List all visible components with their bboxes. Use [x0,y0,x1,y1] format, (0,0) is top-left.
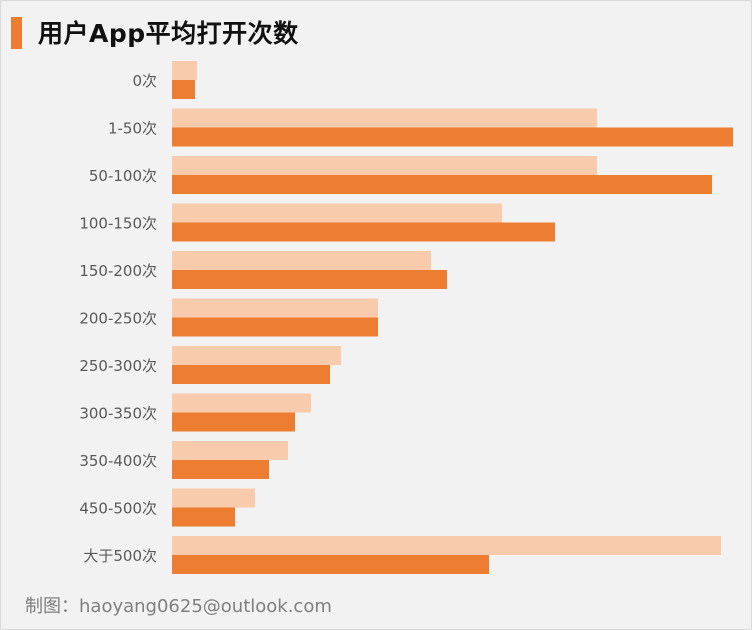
bar-light-3 [172,203,502,223]
credit-text: 制图：haoyang0625@outlook.com [25,596,332,617]
category-label: 450-500次 [79,500,157,518]
bar-dark-7 [172,412,295,432]
bar-dark-2 [172,175,712,194]
bar-dark-0 [172,80,195,99]
bar-light-6 [172,346,341,365]
bar-dark-6 [172,365,330,384]
category-label: 150-200次 [79,262,157,280]
bar-light-4 [172,251,431,270]
bar-dark-4 [172,270,447,289]
category-label: 350-400次 [79,452,157,470]
bar-light-5 [172,298,378,318]
bar-dark-10 [172,555,489,574]
bar-dark-1 [172,127,733,147]
bar-dark-9 [172,507,235,527]
category-label: 250-300次 [79,357,157,375]
category-label: 300-350次 [79,405,157,423]
bar-light-0 [172,61,197,80]
bar-light-2 [172,156,597,175]
bar-light-10 [172,536,721,555]
category-label: 200-250次 [79,310,157,328]
chart-title: 用户App平均打开次数 [38,19,299,48]
category-label: 大于500次 [83,547,157,565]
bar-dark-5 [172,317,378,337]
bar-light-7 [172,393,311,413]
bar-light-8 [172,441,288,460]
bar-dark-3 [172,222,555,242]
category-label: 100-150次 [79,215,157,233]
category-label: 1-50次 [108,120,157,138]
bar-light-1 [172,108,597,128]
bar-dark-8 [172,460,269,479]
category-label: 50-100次 [89,167,157,185]
bar-light-9 [172,488,255,508]
title-accent-bar [11,17,22,49]
category-label: 0次 [132,72,157,90]
